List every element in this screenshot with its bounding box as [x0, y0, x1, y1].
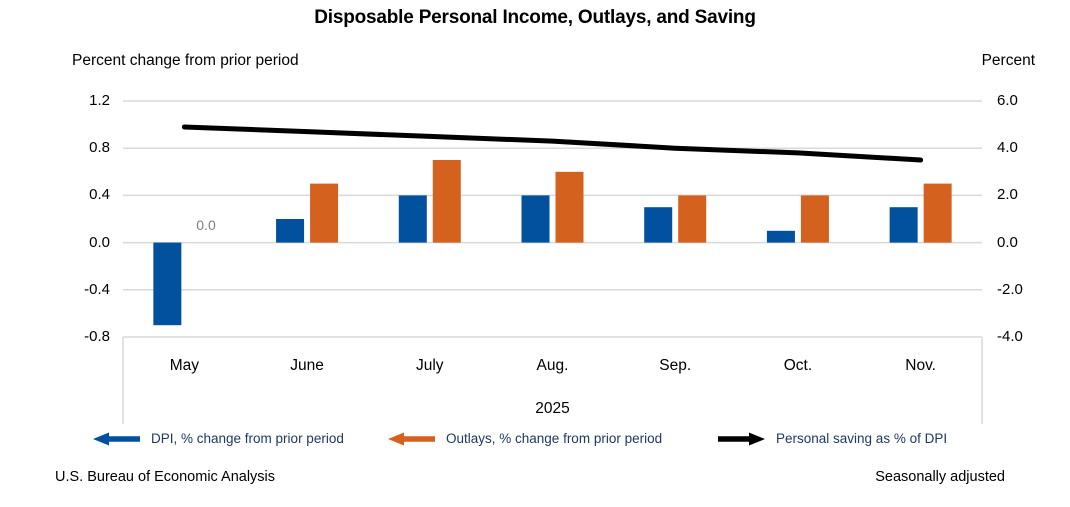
- right-arrow-icon: [718, 432, 765, 445]
- source-note: U.S. Bureau of Economic Analysis: [55, 469, 276, 485]
- legend-item-2: Outlays, % change from prior period: [388, 431, 662, 446]
- right-axis-tick: -4.0: [997, 328, 1023, 345]
- dpi-bar-May: [153, 242, 182, 326]
- outlays-bar-June: [310, 183, 339, 243]
- left-axis-unit-label: Percent change from prior period: [72, 52, 299, 69]
- outlays-bar-Aug: [555, 171, 584, 243]
- legend-label: DPI, % change from prior period: [151, 431, 344, 446]
- left-axis-tick: 1.2: [89, 92, 110, 109]
- right-axis-tick: 4.0: [997, 139, 1018, 157]
- dpi-bar-Nov: [889, 207, 918, 243]
- left-axis-tick: 0.8: [89, 139, 110, 157]
- right-axis-tick: -2.0: [997, 280, 1023, 298]
- outlays-bar-Nov: [923, 183, 952, 243]
- x-axis-year-label: 2025: [535, 400, 570, 417]
- x-axis-category-label: Aug.: [536, 357, 569, 374]
- left-arrow-icon: [388, 432, 435, 445]
- legend-label: Personal saving as % of DPI: [776, 431, 948, 446]
- dpi-bar-June: [276, 219, 305, 243]
- x-axis-category-label: Sep.: [659, 357, 692, 374]
- left-axis-tick: -0.4: [84, 280, 110, 298]
- outlays-bar-July: [432, 160, 461, 243]
- chart-title: Disposable Personal Income, Outlays, and…: [314, 7, 756, 28]
- adjustment-note: Seasonally adjusted: [875, 469, 1005, 485]
- right-axis-tick: 0.0: [997, 233, 1018, 251]
- outlays-bar-Oct: [800, 195, 829, 243]
- x-axis-category-label: June: [290, 357, 324, 374]
- right-axis-unit-label: Percent: [981, 52, 1035, 69]
- left-axis-tick: 0.4: [89, 186, 110, 204]
- zero-value-data-label: 0.0: [196, 217, 216, 233]
- right-axis-tick: 6.0: [997, 92, 1018, 109]
- left-arrow-icon: [93, 432, 140, 445]
- left-axis-tick: -0.8: [84, 328, 110, 345]
- personal-saving-line: [181, 124, 924, 163]
- legend-label: Outlays, % change from prior period: [446, 431, 663, 446]
- x-axis-category-label: July: [415, 357, 444, 374]
- left-axis-tick: 0.0: [89, 233, 110, 251]
- legend-item-3: Personal saving as % of DPI: [718, 431, 947, 446]
- dpi-bar-July: [398, 195, 427, 243]
- x-axis-category-label: Nov.: [905, 357, 936, 374]
- legend-item-1: DPI, % change from prior period: [93, 431, 344, 446]
- dpi-bar-Oct: [766, 230, 795, 243]
- x-axis-category-label: Oct.: [783, 357, 813, 374]
- x-axis-category-label: May: [169, 357, 199, 374]
- dpi-bar-Sep: [644, 207, 673, 243]
- right-axis-tick: 2.0: [997, 186, 1018, 204]
- outlays-bar-Sep: [678, 195, 707, 243]
- dpi-bar-Aug: [521, 195, 550, 243]
